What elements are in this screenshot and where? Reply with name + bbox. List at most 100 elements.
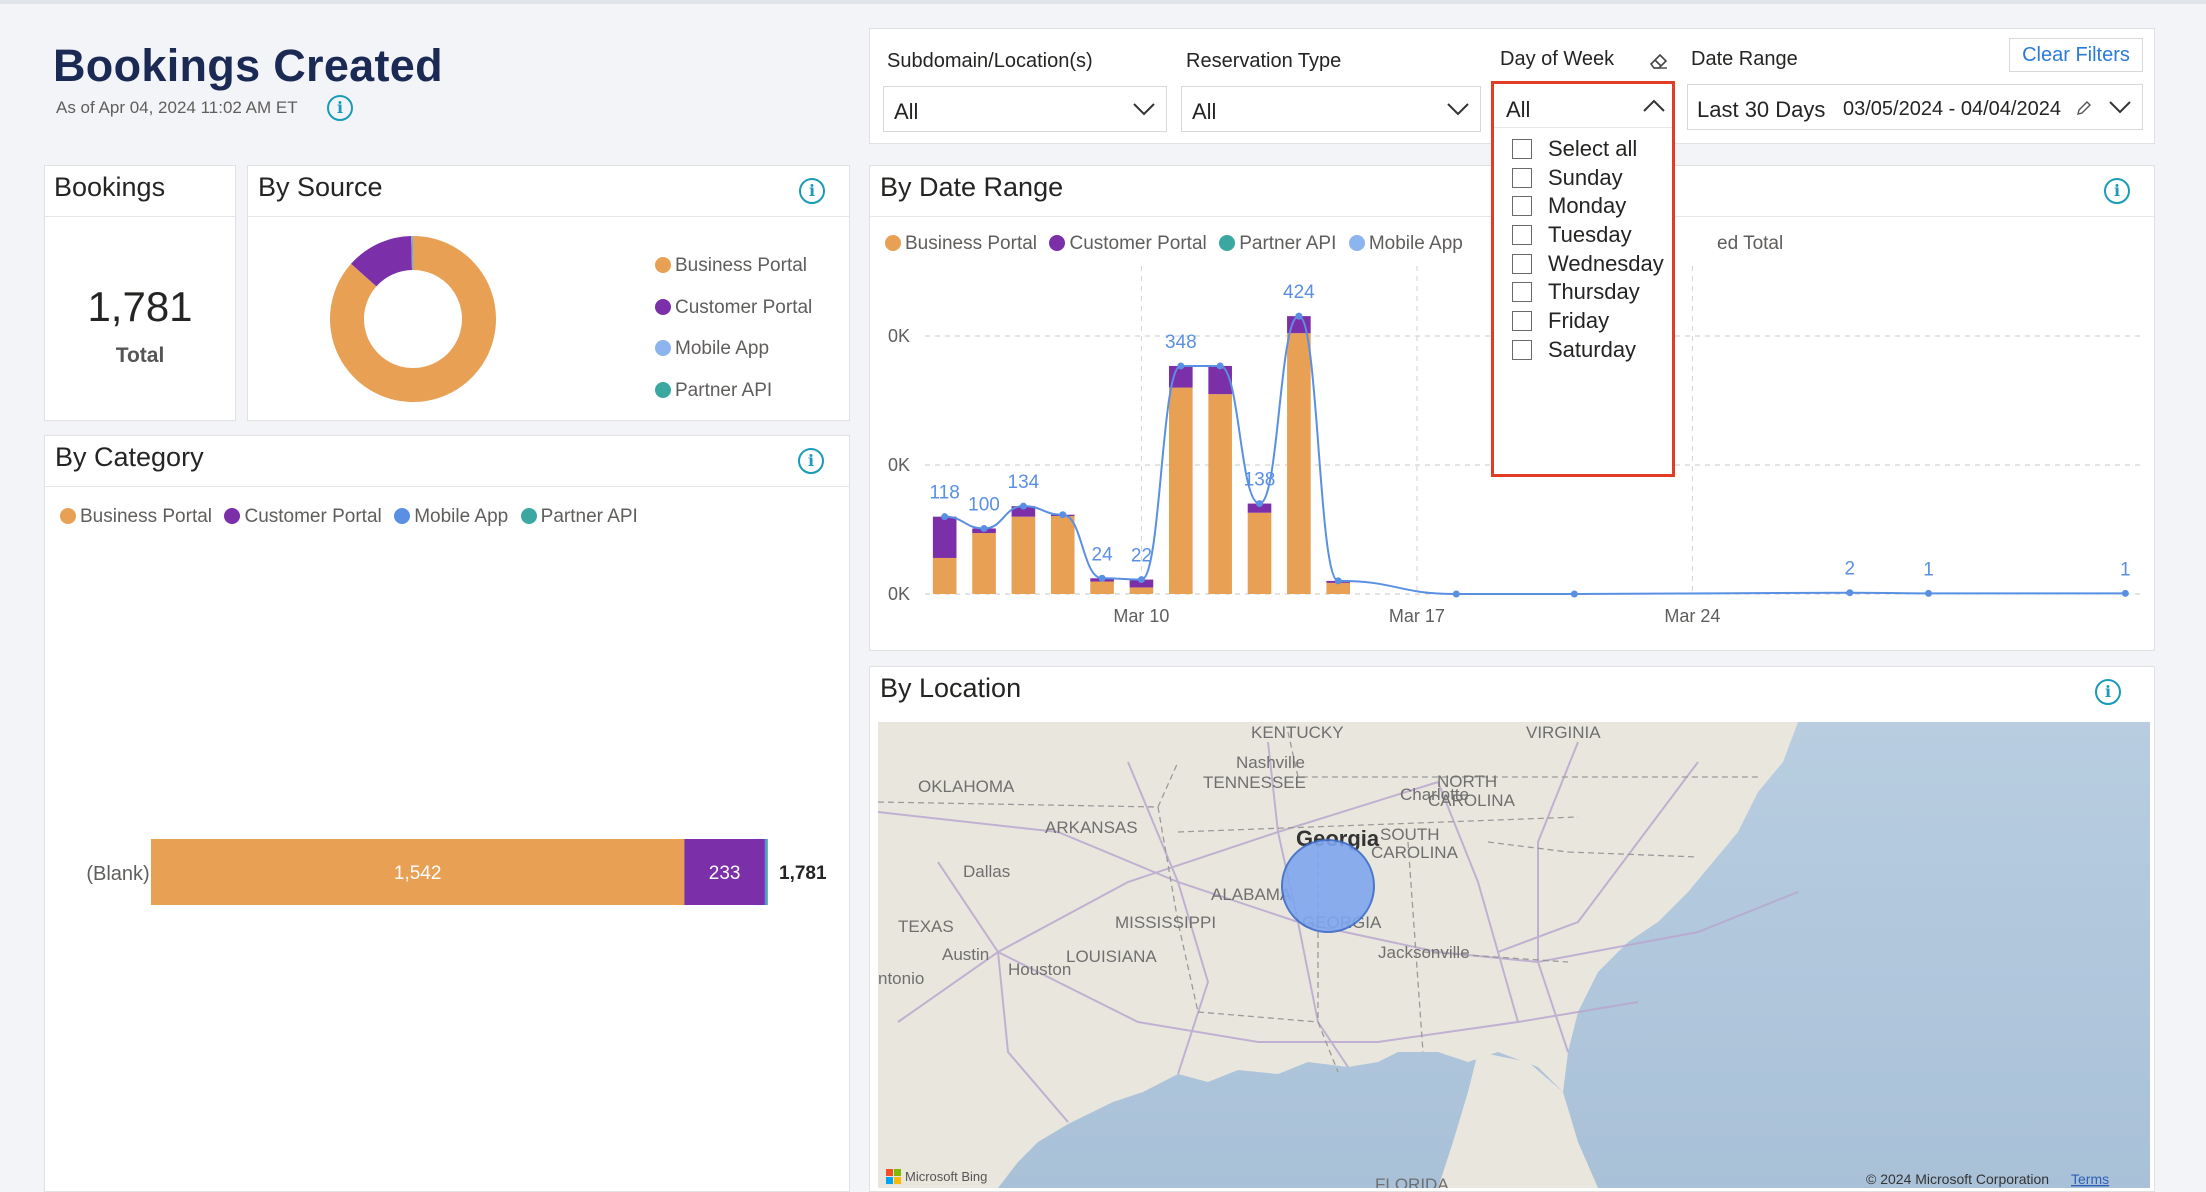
map-city-label: Nashville — [1236, 753, 1305, 772]
map-state-label: MISSISSIPPI — [1115, 913, 1216, 932]
checkbox[interactable] — [1512, 340, 1532, 360]
date-data-label: 424 — [1283, 282, 1315, 303]
day-of-week-dropdown[interactable]: All Select all Sunday Monday Tuesday Wed… — [1491, 81, 1675, 477]
customer-portal-dot — [655, 298, 671, 315]
day-option-tuesday[interactable]: Tuesday — [1512, 222, 1632, 248]
checkbox[interactable] — [1512, 282, 1532, 302]
category-data-label: 1,542 — [394, 863, 442, 884]
day-option-friday[interactable]: Friday — [1512, 308, 1609, 334]
category-bar-segment — [151, 839, 685, 905]
mobile-app-dot — [1348, 235, 1365, 251]
chevron-down-icon — [1133, 103, 1155, 116]
date-range-select[interactable]: Last 30 Days 03/05/2024 - 04/04/2024 — [1687, 84, 2143, 130]
date-bar-segment — [1050, 516, 1075, 594]
info-icon[interactable]: i — [327, 95, 353, 121]
map-state-label: SOUTH — [1380, 825, 1440, 844]
map-state-label: KENTUCKY — [1251, 723, 1344, 742]
total-point — [1177, 362, 1185, 370]
business-portal-dot — [885, 235, 901, 251]
clear-filters-button[interactable]: Clear Filters — [2009, 38, 2143, 72]
total-point — [1452, 590, 1460, 598]
map-state-label: CAROLINA — [1428, 791, 1516, 810]
day-of-week-select-value: All — [1506, 97, 1531, 122]
checkbox[interactable] — [1512, 168, 1532, 188]
checkbox[interactable] — [1512, 196, 1532, 216]
map-state-label: NORTH — [1437, 772, 1497, 791]
by-location-title: By Location — [880, 673, 1022, 703]
checkbox[interactable] — [1512, 311, 1532, 331]
total-line — [944, 315, 2126, 595]
location-map[interactable]: KENTUCKY VIRGINIA OKLAHOMA TENNESSEE NOR… — [878, 722, 2150, 1188]
mobile-app-dot — [394, 508, 411, 524]
legend-item: Customer Portal — [655, 288, 812, 330]
day-of-week-filter-label: Day of Week — [1500, 48, 1615, 70]
florida-peninsula — [1438, 1052, 1598, 1188]
total-point — [1059, 511, 1067, 519]
total-point — [980, 524, 988, 532]
y-tick-label: 0K — [888, 584, 910, 604]
subdomain-select[interactable]: All — [883, 86, 1167, 132]
total-point — [1570, 590, 1578, 598]
total-point — [941, 513, 949, 521]
map-state-label: CAROLINA — [1371, 843, 1459, 862]
date-data-label: 22 — [1131, 546, 1152, 567]
date-data-label: 1 — [1923, 559, 1934, 580]
legend-item: Business Portal — [655, 246, 812, 288]
category-data-label: 233 — [709, 863, 741, 884]
eraser-icon[interactable] — [1648, 50, 1670, 72]
date-bar-segment — [1129, 587, 1154, 594]
page-title: Bookings Created — [53, 40, 443, 91]
customer-portal-dot — [224, 508, 241, 524]
date-bar-segment — [932, 557, 957, 594]
info-icon[interactable]: i — [798, 448, 824, 474]
source-legend: Business Portal Customer Portal Mobile A… — [655, 246, 812, 412]
map-state-label: ARKANSAS — [1045, 818, 1138, 837]
donut-slice — [351, 236, 413, 287]
location-bubble[interactable] — [1281, 839, 1375, 933]
land-mass — [878, 722, 1798, 1188]
day-option-sunday[interactable]: Sunday — [1512, 165, 1623, 191]
by-category-title: By Category — [55, 442, 204, 472]
map-city-label: Jacksonville — [1378, 943, 1470, 962]
date-bar-segment — [1011, 516, 1036, 594]
total-point — [1295, 312, 1303, 320]
map-terms-link[interactable]: Terms — [2071, 1171, 2109, 1187]
by-source-card: By Source i Business Portal Customer Por… — [247, 165, 850, 421]
category-legend: Business Portal Customer Portal Mobile A… — [60, 506, 638, 528]
checkbox[interactable] — [1512, 225, 1532, 245]
date-bar-segment — [932, 516, 957, 558]
business-portal-dot — [655, 257, 671, 273]
date-bar-segment — [1247, 512, 1272, 594]
day-of-week-select[interactable]: All — [1494, 84, 1672, 128]
date-data-label: 24 — [1092, 544, 1114, 565]
day-option-wednesday[interactable]: Wednesday — [1512, 251, 1664, 277]
map-attribution: © 2024 Microsoft Corporation — [1866, 1171, 2049, 1187]
partner-api-dot — [520, 508, 537, 524]
day-option-saturday[interactable]: Saturday — [1512, 337, 1636, 363]
pencil-icon[interactable] — [2075, 99, 2093, 117]
donut-slice — [330, 236, 496, 402]
total-point — [1098, 574, 1106, 582]
map-labels: KENTUCKY VIRGINIA OKLAHOMA TENNESSEE NOR… — [878, 723, 1601, 1188]
info-icon[interactable]: i — [2104, 178, 2130, 204]
customer-portal-dot — [1049, 235, 1066, 251]
date-bar-segment — [1090, 581, 1114, 594]
reservation-type-select[interactable]: All — [1181, 86, 1481, 132]
date-data-label: 348 — [1165, 332, 1197, 353]
day-option-select-all[interactable]: Select all — [1512, 136, 1637, 162]
map-state-label: VIRGINIA — [1526, 723, 1601, 742]
checkbox[interactable] — [1512, 254, 1532, 274]
info-icon[interactable]: i — [799, 178, 825, 204]
map-city-label: ntonio — [878, 969, 924, 988]
total-legend-label: ed Total — [1717, 233, 1784, 254]
date-data-label: 1 — [2120, 559, 2131, 580]
category-bar-segment — [764, 839, 767, 905]
day-option-monday[interactable]: Monday — [1512, 193, 1626, 219]
category-bar-chart: (Blank) 1,542 233 1,781 — [86, 839, 827, 905]
date-bar-segment — [1129, 579, 1154, 588]
date-bar-segment — [1208, 365, 1232, 395]
day-option-thursday[interactable]: Thursday — [1512, 279, 1640, 305]
info-icon[interactable]: i — [2095, 679, 2121, 705]
date-data-label: 2 — [1845, 559, 1856, 580]
checkbox[interactable] — [1512, 139, 1532, 159]
